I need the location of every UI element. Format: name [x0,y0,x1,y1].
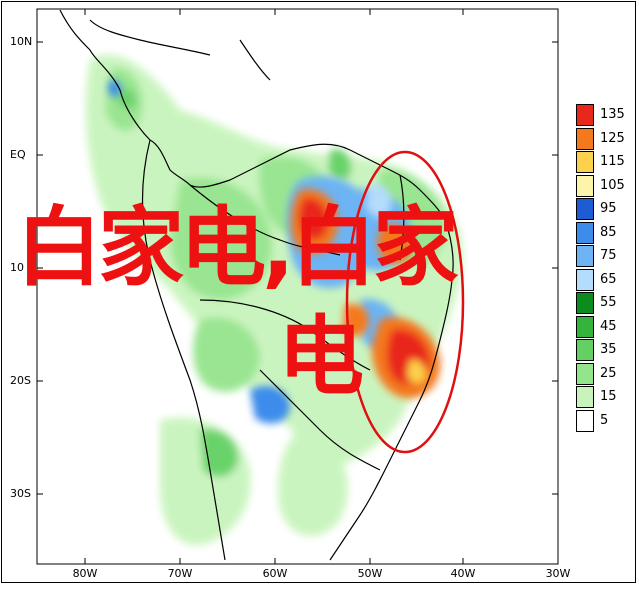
legend-swatch-135 [576,104,594,126]
highlight-ellipse [345,150,465,454]
lon-label-60w: 60W [262,567,288,580]
lon-label-50w: 50W [357,567,383,580]
legend-label-105: 105 [600,177,625,193]
legend-swatch-95 [576,198,594,220]
legend-label-15: 15 [600,389,617,404]
legend-label-45: 45 [600,318,617,334]
legend-swatch-15 [576,386,594,408]
legend-swatch-125 [576,127,594,150]
lat-label-10s: 10 [10,261,24,274]
lon-label-80w: 80W [72,567,98,580]
lon-label-70w: 70W [167,567,193,580]
legend-label-125: 125 [600,130,625,146]
legend-swatch-105 [576,174,594,197]
lon-label-30w: 30W [545,567,571,580]
lat-label-10n: 10N [10,35,33,48]
legend-swatch-45 [576,315,594,338]
legend-swatch-25 [576,362,594,385]
legend-label-135: 135 [600,107,625,122]
legend-label-85: 85 [600,224,617,240]
legend-label-25: 25 [600,365,617,381]
legend-label-55: 55 [600,295,617,310]
legend-swatch-35 [576,339,594,361]
legend-label-35: 35 [600,342,617,357]
legend-label-65: 65 [600,271,617,287]
legend-swatch-5 [576,409,594,432]
legend-swatch-115 [576,151,594,173]
legend-label-5: 5 [600,412,609,428]
lat-label-30s: 30S [10,487,31,500]
legend-swatch-65 [576,268,594,291]
axis-ticks [37,9,558,564]
lat-label-eq: EQ [10,148,26,161]
legend-label-115: 115 [600,154,625,169]
watermark-line-1: 白家电,白家 [16,198,459,298]
legend-swatch-75 [576,245,594,267]
legend-label-95: 95 [600,201,617,216]
lon-label-40w: 40W [450,567,476,580]
watermark-line-2: 电 [278,307,364,407]
legend-label-75: 75 [600,248,617,263]
coastlines [59,9,454,561]
rainfall-field [85,54,463,546]
legend-swatch-55 [576,292,594,314]
lat-label-20s: 20S [10,374,31,387]
legend-swatch-85 [576,221,594,244]
